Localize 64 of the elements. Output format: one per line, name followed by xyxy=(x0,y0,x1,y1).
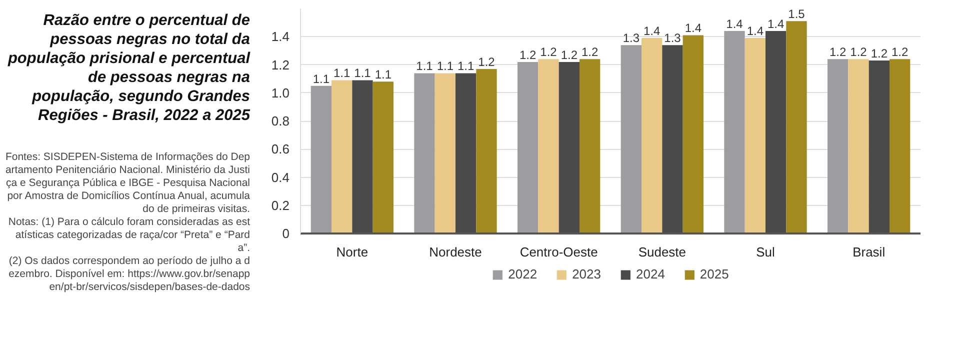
y-tick-label: 0 xyxy=(282,226,290,241)
data-label: 1.2 xyxy=(829,45,846,60)
legend-label: 2025 xyxy=(700,266,729,282)
data-label: 1.2 xyxy=(850,45,868,60)
x-tick-label: Norte xyxy=(336,244,368,260)
bar xyxy=(744,38,766,234)
data-label: 1.2 xyxy=(540,45,558,60)
y-tick-label: 0.4 xyxy=(271,170,290,185)
x-tick-label: Centro-Oeste xyxy=(520,244,598,260)
text: Notas: (1) Para o cálculo foram consideradas as estatísticas categorizadas de raça/cor “Preta” e “Parda”. xyxy=(7,216,250,255)
data-label: 1.4 xyxy=(746,24,764,38)
bar xyxy=(518,62,538,234)
bar xyxy=(332,80,352,234)
y-tick-label: 0.6 xyxy=(271,142,290,157)
data-label: 1.2 xyxy=(581,45,598,60)
data-label: 1.1 xyxy=(333,66,350,80)
data-label: 1.4 xyxy=(726,17,744,31)
y-tick-label: 0.2 xyxy=(271,198,290,213)
data-label: 1.2 xyxy=(478,54,496,69)
bar xyxy=(642,38,662,234)
text: Razão entre o percentual de pessoas negras no total da população prisional e percentual de pessoas negras na população, segundo Grandes Regiões - Brasil, 2022 a 2025 xyxy=(6,11,250,125)
bar xyxy=(414,73,435,234)
data-label: 1.1 xyxy=(312,72,330,86)
y-tick-label: 0.8 xyxy=(271,114,290,128)
text: Fontes: SISDEPEN-Sistema de Informações do Departamento Penitenciário Nacional. Ministério da Justiça e Segurança Pública e IBGE - Pesquisa Nacional por Amostra de Domicílios Contínua Anual, acumulado de primeiras visitas. xyxy=(5,151,250,216)
bar xyxy=(620,45,642,234)
legend-label: 2024 xyxy=(636,266,665,282)
data-label: 1.4 xyxy=(684,21,702,36)
bar xyxy=(682,35,704,234)
legend-label: 2022 xyxy=(508,266,538,282)
y-tick-label: 1.0 xyxy=(271,85,290,100)
data-label: 1.2 xyxy=(891,45,908,60)
y-tick-label: 1.2 xyxy=(271,57,290,72)
data-label: 1.1 xyxy=(374,68,392,82)
x-tick-label: Nordeste xyxy=(429,244,482,260)
data-label: 1.3 xyxy=(622,31,640,46)
bar xyxy=(724,31,745,234)
bar xyxy=(310,86,332,234)
text: (2) Os dados correspondem ao período de julho a dezembro. Disponível em: https://www.gov.br/senappen/pt-br/servicos/sisdepen/bases-de-dados xyxy=(8,255,250,294)
x-tick-label: Sul xyxy=(756,244,776,260)
x-tick-label: Brasil xyxy=(852,244,886,260)
legend-label: 2023 xyxy=(572,266,601,282)
bar xyxy=(828,59,848,234)
bar xyxy=(476,68,497,234)
data-label: 1.4 xyxy=(643,24,660,38)
data-label: 1.2 xyxy=(870,46,888,61)
data-label: 1.2 xyxy=(560,48,578,62)
bar xyxy=(434,73,456,234)
data-label: 1.4 xyxy=(767,17,784,31)
y-tick-label: 1.4 xyxy=(271,29,290,44)
bar xyxy=(538,59,559,234)
bar xyxy=(890,59,910,234)
x-tick-label: Sudeste xyxy=(638,244,686,260)
data-label: 1.1 xyxy=(416,59,434,74)
bar xyxy=(848,59,869,234)
data-label: 1.1 xyxy=(354,66,372,80)
data-label: 1.3 xyxy=(664,31,682,46)
data-label: 1.2 xyxy=(519,48,536,62)
bar xyxy=(580,59,600,234)
data-label: 1.5 xyxy=(788,7,806,22)
data-label: 1.1 xyxy=(457,59,474,74)
bar xyxy=(372,82,394,234)
bar xyxy=(786,21,807,234)
data-label: 1.1 xyxy=(436,59,454,74)
